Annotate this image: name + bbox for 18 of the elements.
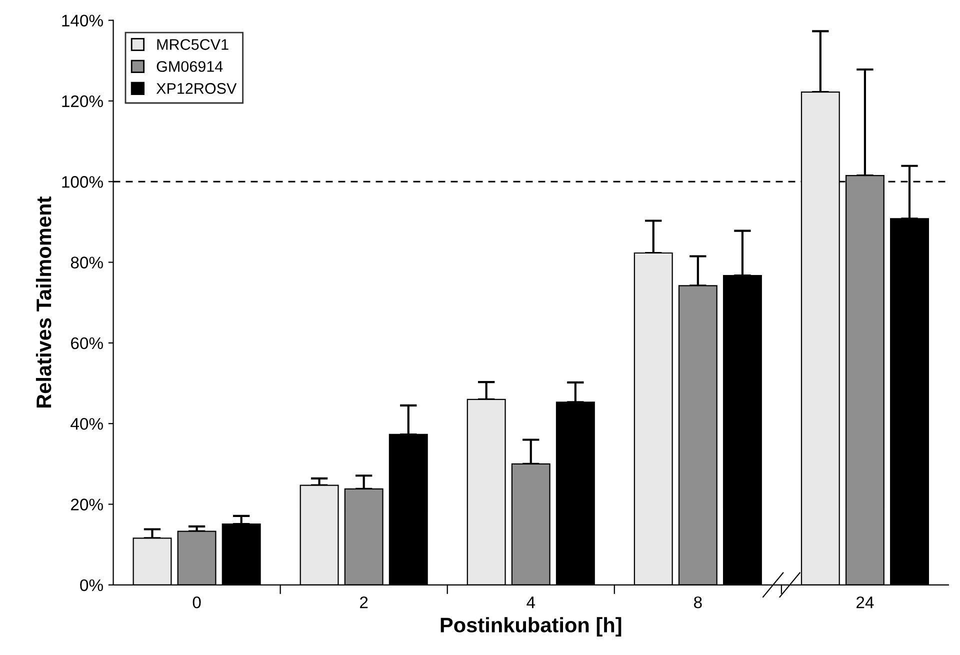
x-tick-label: 4 <box>526 596 536 608</box>
y-tick-label: 140% <box>62 14 103 27</box>
x-tick-label: 2 <box>360 596 368 608</box>
legend-label: XP12ROSV <box>156 83 237 94</box>
y-tick-label: 0% <box>80 579 103 592</box>
x-tick-label: 24 <box>856 596 874 608</box>
y-tick-label: 20% <box>71 498 103 510</box>
y-tick-label: 120% <box>62 95 103 108</box>
x-tick-label: 0 <box>192 596 201 608</box>
legend-label: GM06914 <box>156 61 223 72</box>
y-tick-label: 80% <box>70 256 103 268</box>
x-axis-title: Postinkubation [h] <box>440 617 622 637</box>
legend-label: MRC5CV1 <box>157 39 228 50</box>
y-tick-label: 60% <box>71 337 103 350</box>
y-tick-label: 100% <box>62 176 103 188</box>
x-tick-label: 8 <box>694 596 702 608</box>
y-axis-title: Relatives Tailmoment <box>36 196 52 408</box>
y-tick-label: 40% <box>70 418 103 430</box>
